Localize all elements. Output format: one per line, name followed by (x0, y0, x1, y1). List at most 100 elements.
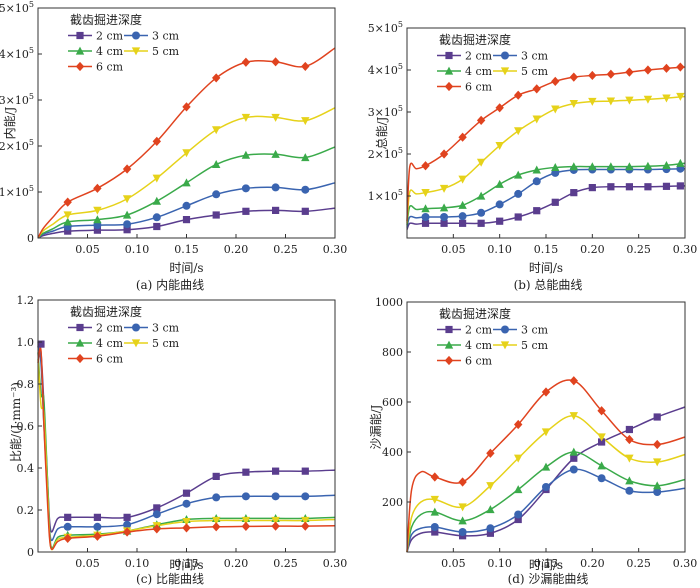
data-point-5cm (152, 174, 161, 183)
data-point-4cm (271, 149, 280, 158)
data-point-4cm (421, 204, 430, 213)
y-tick-label: 0 (27, 546, 34, 559)
legend-label: 2 cm (96, 322, 124, 335)
data-point-2cm (272, 206, 280, 214)
data-point-6cm (551, 76, 560, 86)
legend-marker (76, 31, 84, 40)
data-point-2cm (570, 454, 578, 462)
data-point-2cm (431, 528, 439, 536)
data-point-6cm (662, 63, 671, 73)
data-point-3cm (93, 522, 102, 531)
data-point-5cm (430, 495, 439, 504)
data-point-2cm (153, 222, 161, 231)
data-point-3cm (625, 486, 634, 495)
y-tick-label: 4×105 (0, 46, 34, 61)
y-tick-label: 1×105 (368, 188, 403, 203)
data-point-2cm (551, 198, 559, 206)
x-tick-label: 0.30 (323, 243, 348, 256)
plot-frame (37, 299, 336, 553)
x-tick-label: 0.15 (174, 243, 199, 256)
data-point-6cm (458, 477, 467, 487)
legend-label: 5 cm (152, 337, 180, 350)
y-axis-title: 沙漏能/J (369, 404, 383, 449)
y-tick-label: 1×105 (0, 184, 34, 199)
legend-marker (131, 339, 141, 348)
data-point-4cm (486, 505, 495, 514)
legend-label: 4 cm (96, 337, 124, 350)
data-point-5cm (676, 92, 685, 101)
x-tick-label: 0.25 (626, 557, 651, 570)
data-point-2cm (242, 468, 250, 476)
data-point-2cm (514, 515, 522, 524)
legend-marker (501, 51, 509, 60)
x-tick-label: 0.30 (323, 557, 348, 570)
legend-label: 3 cm (521, 50, 549, 63)
data-point-6cm (430, 472, 439, 482)
data-point-2cm (182, 489, 191, 497)
x-tick-label: 0.10 (125, 243, 150, 256)
legend-label: 6 cm (465, 81, 493, 94)
data-point-4cm (514, 170, 523, 179)
legend-marker (500, 67, 510, 76)
data-point-4cm (495, 179, 504, 188)
legend-marker (75, 46, 85, 55)
data-point-4cm (301, 153, 310, 162)
data-point-5cm (662, 94, 671, 103)
y-tick-label: 0.2 (17, 504, 35, 517)
data-point-4cm (676, 158, 685, 167)
subplot-caption: (d) 沙漏能曲线 (508, 572, 589, 586)
data-point-2cm (598, 438, 606, 446)
data-point-6cm (569, 376, 578, 386)
legend-title: 截齿掘进深度 (439, 32, 511, 47)
data-point-3cm (477, 208, 486, 217)
y-tick-label: 1.2 (17, 294, 35, 307)
data-point-5cm (532, 115, 541, 124)
data-point-4cm (430, 507, 439, 516)
data-point-3cm (301, 492, 310, 501)
legend-label: 4 cm (465, 65, 493, 78)
data-point-6cm (241, 521, 251, 531)
legend-marker (444, 340, 454, 349)
data-point-2cm (625, 183, 633, 191)
data-point-6cm (476, 115, 486, 125)
legend-label: 4 cm (96, 45, 124, 58)
legend-marker (445, 325, 453, 334)
x-axis-title: 时间/s (529, 558, 563, 572)
data-point-2cm (182, 216, 191, 224)
data-point-5cm (551, 105, 560, 114)
data-point-3cm (241, 184, 250, 193)
data-point-5cm (182, 517, 191, 526)
data-point-5cm (458, 503, 467, 512)
y-axis-title: 比能/(J·mm⁻³) (9, 382, 23, 462)
data-point-6cm (93, 531, 102, 541)
data-point-6cm (676, 62, 685, 72)
data-point-6cm (653, 439, 662, 450)
legend-marker (75, 61, 85, 72)
data-point-5cm (541, 428, 551, 437)
legend: 截齿掘进深度 2 cm 3 cm 4 cm 5 cm 6 cm (68, 12, 180, 74)
data-point-5cm (439, 184, 449, 193)
legend: 截齿掘进深度 2 cm 3 cm 4 cm 5 cm 6 cm (68, 304, 180, 366)
legend-marker (75, 338, 85, 347)
data-point-4cm (532, 165, 541, 174)
data-point-3cm (241, 492, 250, 501)
data-point-5cm (597, 433, 606, 442)
data-point-5cm (625, 96, 634, 105)
data-point-2cm (301, 467, 309, 475)
data-point-2cm (440, 219, 448, 227)
legend: 截齿掘进深度 2 cm 3 cm 4 cm 5 cm 6 cm (437, 306, 549, 368)
data-point-4cm (625, 162, 634, 171)
data-point-2cm (588, 184, 596, 192)
data-point-4cm (458, 200, 467, 209)
x-tick-label: 0.10 (487, 243, 512, 256)
data-point-3cm (569, 465, 578, 474)
data-point-2cm (301, 207, 309, 215)
data-point-5cm (495, 142, 504, 150)
x-tick-label: 0.10 (487, 557, 512, 570)
data-point-6cm (93, 183, 102, 193)
data-point-6cm (212, 522, 221, 532)
y-tick-label: 3×105 (0, 92, 34, 107)
legend-marker (501, 325, 509, 334)
data-point-5cm (212, 126, 221, 135)
